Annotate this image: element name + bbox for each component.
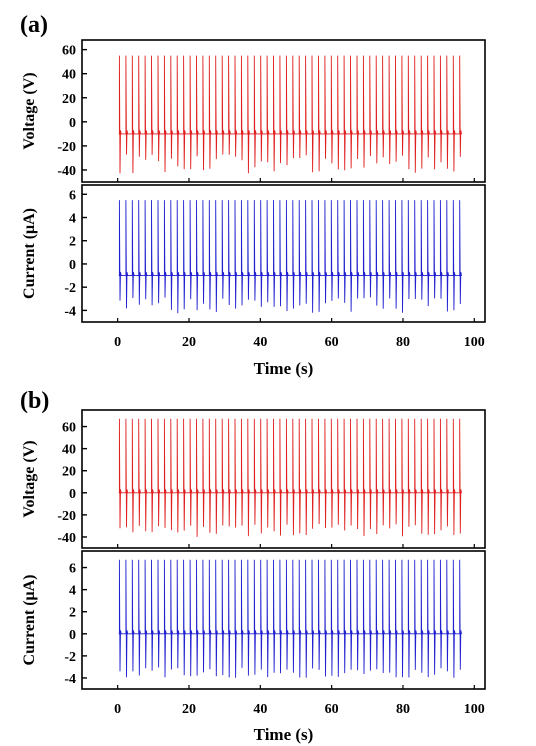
y-tick-label: 0	[69, 628, 76, 643]
y-tick-label: 2	[69, 235, 76, 250]
y-tick-label: 20	[62, 92, 76, 107]
voltage-series	[118, 418, 462, 537]
y-axis-label: Voltage (V)	[21, 72, 38, 149]
x-tick-label: 100	[464, 335, 485, 350]
y-tick-label: -2	[64, 650, 76, 665]
x-axis-label: Time (s)	[254, 725, 314, 744]
x-tick-label: 20	[182, 702, 196, 717]
y-tick-label: -2	[64, 281, 76, 296]
x-tick-label: 100	[464, 702, 485, 717]
y-tick-label: 0	[69, 258, 76, 273]
y-tick-label: 0	[69, 487, 76, 502]
plot-frame	[81, 39, 486, 183]
x-tick-label: 60	[325, 335, 339, 350]
y-tick-label: -40	[57, 531, 76, 546]
y-axis-label: Current (μA)	[21, 575, 38, 666]
y-tick-label: -40	[57, 164, 76, 179]
panel-label: (b)	[20, 388, 49, 414]
x-tick-label: 80	[396, 702, 410, 717]
y-tick-label: 6	[69, 188, 76, 203]
panel-label: (a)	[20, 12, 48, 38]
y-tick-label: -20	[57, 509, 76, 524]
y-tick-label: 0	[69, 116, 76, 131]
plot-frame	[81, 184, 486, 323]
x-tick-label: 0	[114, 335, 121, 350]
y-tick-label: 40	[62, 68, 76, 83]
y-tick-label: -4	[64, 672, 76, 687]
current-series	[118, 559, 462, 678]
x-tick-label: 40	[253, 702, 267, 717]
x-tick-label: 60	[325, 702, 339, 717]
voltage-subplot: -40 -20 0 20 40 60 Voltage (V)	[21, 409, 486, 549]
y-tick-label: 60	[62, 421, 76, 436]
x-tick-label: 20	[182, 335, 196, 350]
current-series	[118, 200, 462, 314]
y-tick-label: 60	[62, 44, 76, 59]
y-axis-label: Voltage (V)	[21, 440, 38, 517]
y-tick-label: 6	[69, 562, 76, 577]
x-tick-label: 0	[114, 702, 121, 717]
voltage-series	[118, 55, 462, 174]
y-tick-label: 40	[62, 443, 76, 458]
y-axis-label: Current (μA)	[21, 208, 38, 299]
current-subplot: -4 -2 0 2 4 6 Current (μA)	[21, 550, 486, 690]
plot-frame	[81, 550, 486, 690]
x-axis-label: Time (s)	[254, 359, 314, 378]
y-tick-label: 4	[69, 212, 76, 227]
y-tick-label: -4	[64, 304, 76, 319]
y-tick-label: -20	[57, 140, 76, 155]
y-tick-label: 20	[62, 465, 76, 480]
plot-frame	[81, 409, 486, 549]
x-tick-label: 80	[396, 335, 410, 350]
y-tick-label: 4	[69, 584, 76, 599]
current-subplot: -4 -2 0 2 4 6 Current (μA)	[21, 184, 486, 323]
x-tick-label: 40	[253, 335, 267, 350]
voltage-subplot: -40 -20 0 20 40 60 Voltage (V)	[21, 39, 486, 183]
y-tick-label: 2	[69, 606, 76, 621]
